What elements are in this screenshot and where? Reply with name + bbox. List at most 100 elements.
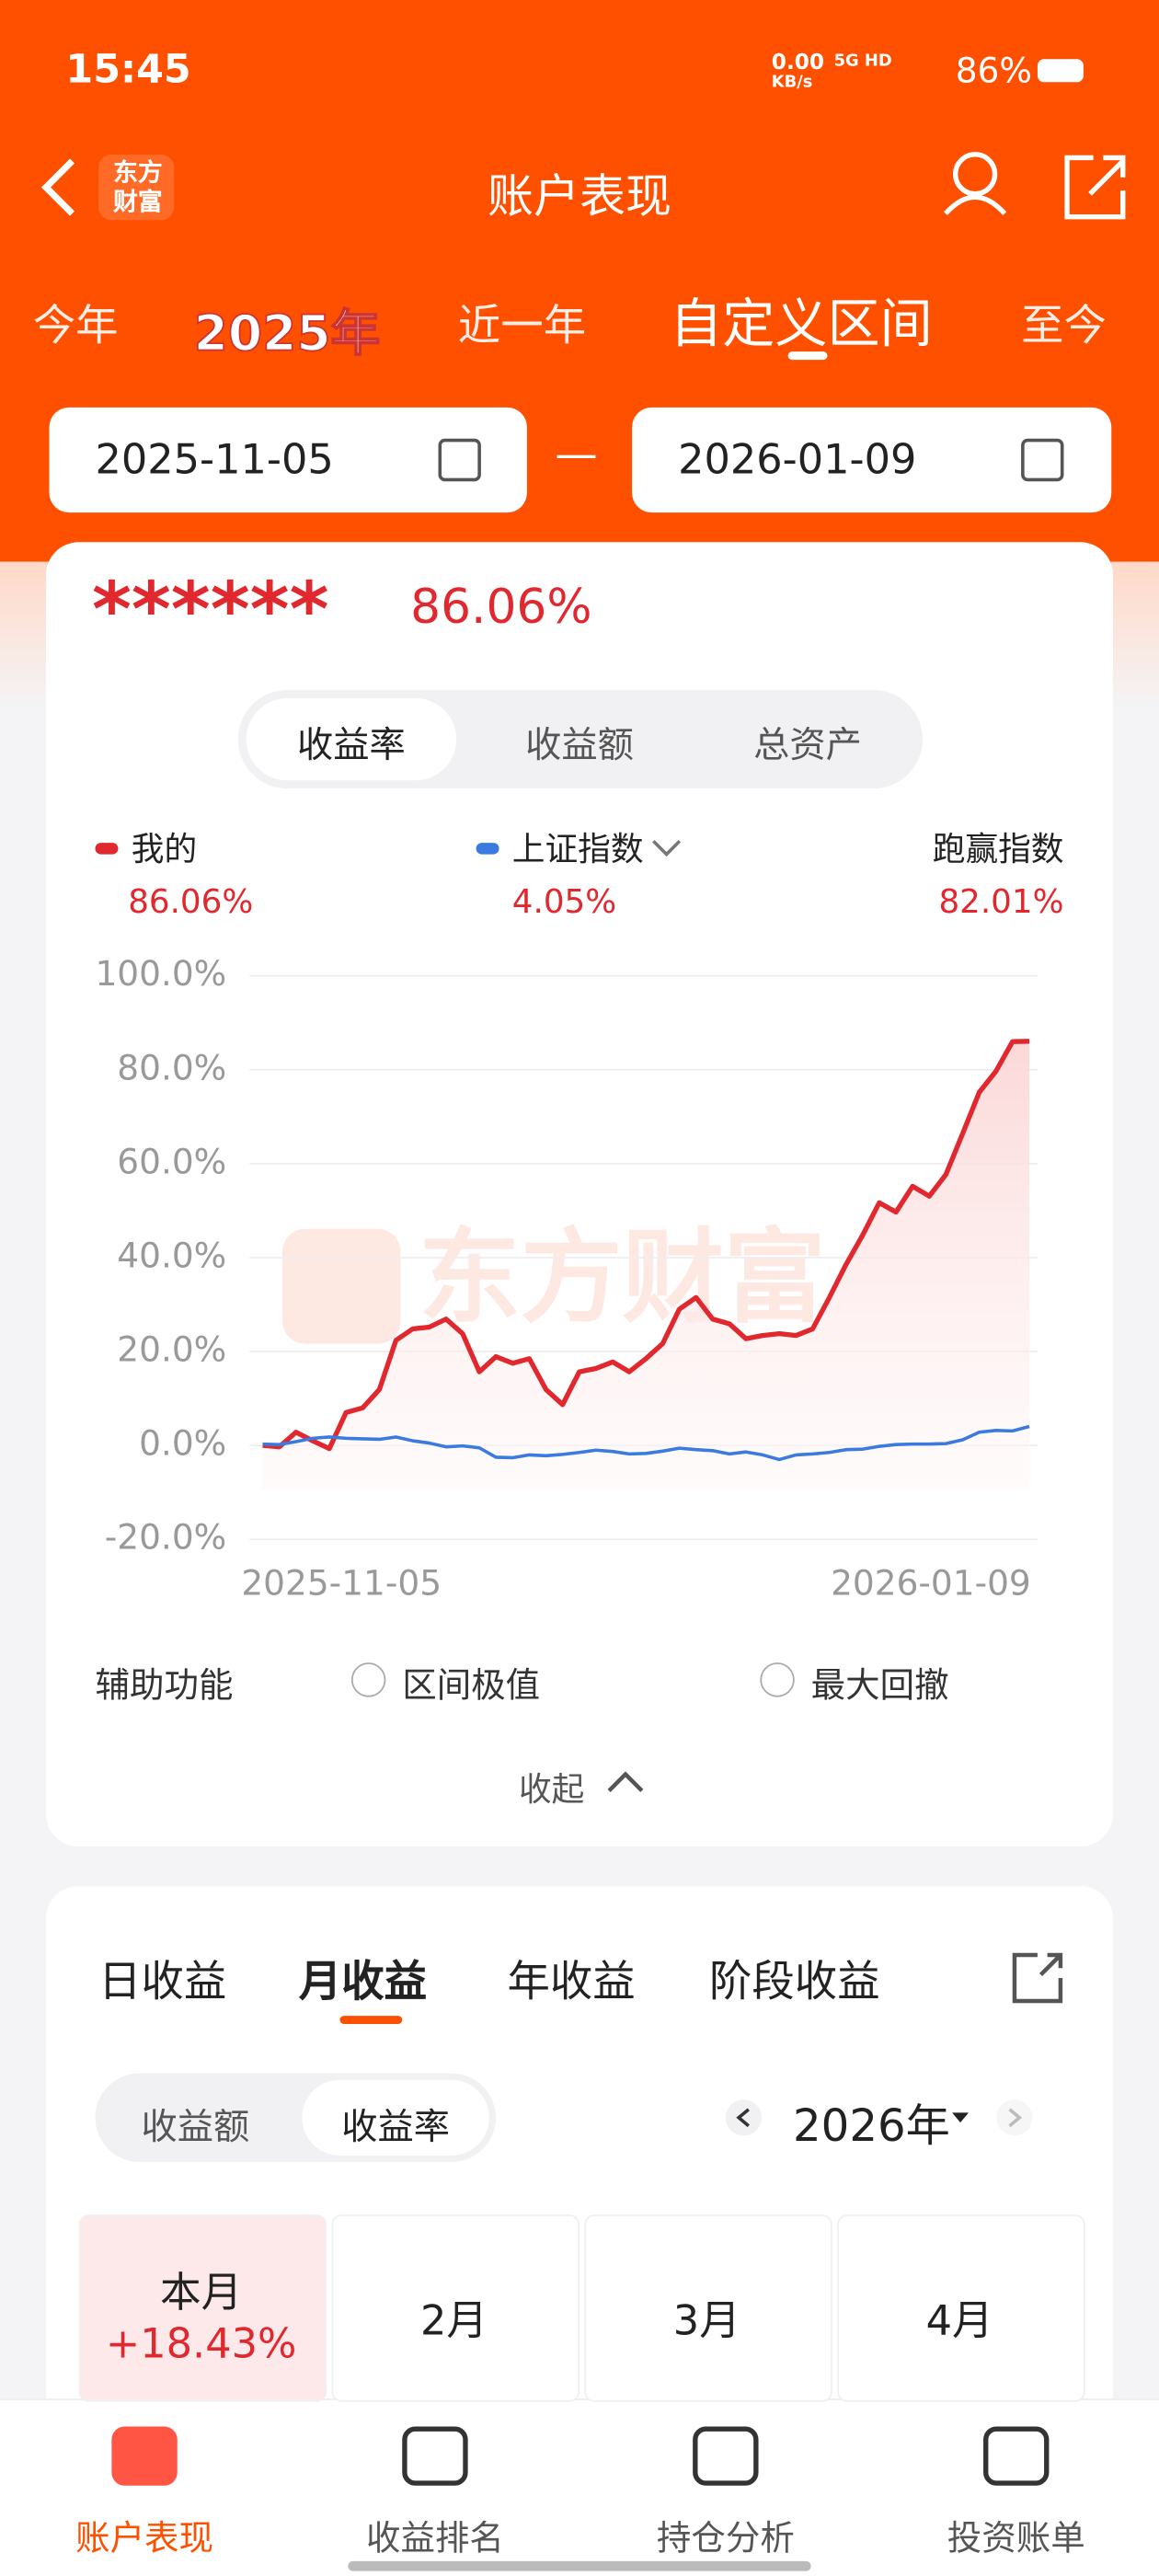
metric-tab[interactable]: 总资产 — [753, 726, 862, 767]
month-label: 本月 — [159, 2269, 243, 2317]
excess-name: 跑赢指数 — [933, 831, 1064, 868]
date-box[interactable] — [632, 407, 1112, 513]
date-separator: — — [555, 430, 598, 480]
eye-icon-arc — [943, 194, 1007, 215]
header-icons — [40, 152, 1126, 221]
time: 15:45 — [65, 45, 191, 92]
date-box[interactable] — [49, 407, 527, 513]
month-label: 4月 — [925, 2296, 993, 2345]
month-cell[interactable] — [331, 2214, 580, 2402]
nav-icon[interactable] — [983, 2426, 1050, 2486]
watermark: 东方财富 — [419, 1219, 826, 1338]
y-tick-label: 80.0% — [117, 1047, 226, 1087]
period-tab[interactable]: 今年 — [32, 302, 119, 352]
year[interactable]: 2026年 — [793, 2100, 950, 2153]
next-year[interactable] — [996, 2099, 1033, 2136]
x-tick-label: 2025-11-05 — [241, 1563, 442, 1604]
start-date: 2025-11-05 — [95, 435, 334, 483]
nav-icon[interactable] — [693, 2426, 759, 2486]
y-tick-label: 20.0% — [117, 1329, 226, 1370]
series-line — [262, 1039, 1030, 1452]
watermark-logo — [281, 1228, 401, 1344]
radio[interactable] — [350, 1662, 386, 1697]
month-cell[interactable] — [78, 2214, 327, 2402]
eye-icon[interactable] — [953, 152, 998, 197]
legend-swatch — [95, 843, 119, 855]
year-arrows — [725, 2099, 1033, 2136]
share-icon[interactable] — [1064, 155, 1126, 220]
home-indicator — [348, 2560, 811, 2571]
metric-selected — [246, 697, 457, 781]
index-dropdown — [652, 840, 682, 857]
tools-label: 辅助功能 — [95, 1665, 234, 1706]
tool-option: 区间极值 — [402, 1665, 541, 1706]
legend-name: 上证指数 — [512, 831, 644, 868]
excess-value: 82.01% — [938, 883, 1063, 921]
bottom-nav — [0, 2398, 1159, 2576]
legend-name: 我的 — [132, 831, 197, 868]
legend-value: 86.06% — [128, 883, 253, 921]
month-label: 2月 — [419, 2296, 488, 2345]
mode-selected — [302, 2079, 489, 2156]
collapse[interactable]: 收起 — [518, 1769, 585, 1810]
nav-icon[interactable] — [111, 2426, 178, 2486]
net-speed: 0.00 — [771, 51, 825, 76]
calendar-icons — [438, 438, 1064, 482]
collapse-icon — [607, 1771, 644, 1793]
end-date: 2026-01-09 — [678, 435, 917, 483]
back-icon[interactable] — [40, 158, 75, 216]
period-tab[interactable]: 2025年 — [193, 305, 381, 363]
chart: 东方财富 100.0% 80.0% 60.0% 40.0% 20.0% 0.0% -20.0%… — [95, 831, 1064, 1604]
tab-underline — [787, 351, 828, 361]
month-label: 3月 — [672, 2296, 740, 2345]
export-icon[interactable] — [1008, 1949, 1067, 2007]
returns-tab[interactable]: 日收益 — [98, 1958, 227, 2008]
net-unit: KB/s — [771, 74, 813, 92]
month-cell[interactable] — [584, 2214, 832, 2402]
calendar-icon — [1021, 438, 1064, 482]
total-return: 86.06% — [410, 578, 592, 635]
network: 5G HD — [833, 52, 892, 71]
y-tick-label: 60.0% — [117, 1141, 226, 1181]
period-tab[interactable]: 至今 — [1021, 302, 1107, 352]
area-fill — [262, 1041, 1030, 1490]
battery-icon — [1037, 59, 1084, 83]
period-tab[interactable]: 近一年 — [457, 302, 587, 352]
tool-option: 最大回撤 — [810, 1665, 949, 1706]
nav-icon[interactable] — [402, 2426, 468, 2486]
year-dropdown — [952, 2112, 969, 2123]
nav-label[interactable]: 投资账单 — [947, 2518, 1085, 2559]
x-tick-label: 2026-01-09 — [831, 1563, 1031, 1604]
tab-underline — [339, 2016, 403, 2024]
calendar-icon — [438, 438, 481, 482]
series-line — [262, 1424, 1030, 1462]
y-tick-label: 0.0% — [139, 1423, 226, 1464]
masked-amount: ****** — [91, 565, 329, 654]
legend-value: 4.05% — [512, 883, 616, 921]
page-title: 账户表现 — [488, 168, 671, 224]
radio[interactable] — [760, 1662, 795, 1697]
nav-label[interactable]: 账户表现 — [75, 2518, 214, 2559]
logo: 东方财富 — [113, 157, 163, 217]
nav-label[interactable]: 持仓分析 — [656, 2518, 795, 2559]
returns-tab[interactable]: 年收益 — [507, 1958, 636, 2008]
month-value: +18.43% — [105, 2319, 297, 2368]
period-tab[interactable]: 自定义区间 — [670, 292, 933, 355]
nav-label[interactable]: 收益排名 — [365, 2518, 504, 2559]
y-tick-label: 100.0% — [95, 953, 226, 994]
mode[interactable]: 收益率 — [341, 2108, 451, 2149]
battery: 86% — [955, 51, 1033, 91]
returns-tab[interactable]: 阶段收益 — [708, 1958, 880, 2008]
mode[interactable]: 收益额 — [141, 2108, 250, 2149]
month-cell[interactable] — [837, 2214, 1085, 2402]
y-tick-label: -20.0% — [105, 1517, 227, 1558]
returns-tab[interactable]: 月收益 — [298, 1958, 428, 2008]
metric-tab[interactable]: 收益额 — [525, 726, 634, 767]
metric-tab[interactable]: 收益率 — [297, 726, 406, 767]
logo-bg — [98, 154, 175, 221]
y-tick-label: 40.0% — [117, 1235, 226, 1275]
legend-swatch — [476, 843, 499, 855]
prev-year[interactable] — [725, 2099, 763, 2136]
